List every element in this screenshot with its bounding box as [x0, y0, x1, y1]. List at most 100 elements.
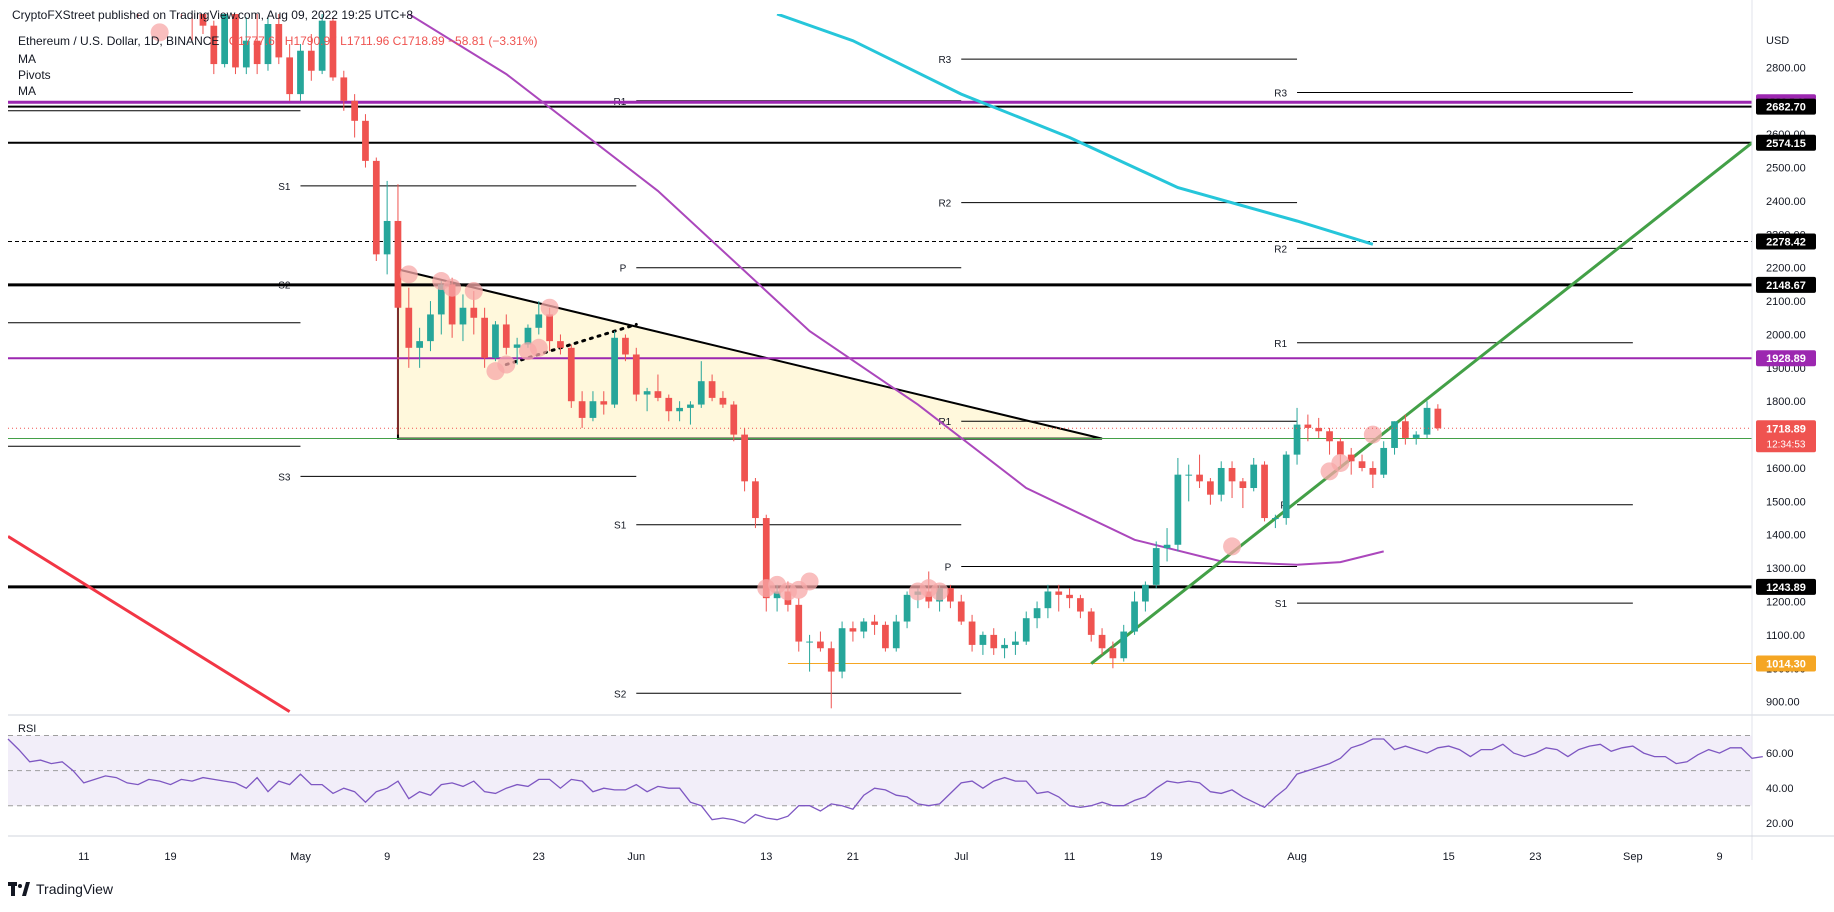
candle-body	[188, 14, 196, 15]
candle-body	[557, 341, 564, 348]
highlight-marker	[443, 278, 462, 297]
candle-body	[524, 327, 532, 345]
price-pane-content: S1S2S3R1PS1S2R3R2R1PR3R2R1PS1	[8, 0, 1752, 713]
candle	[1044, 584, 1052, 619]
candle-body	[286, 57, 293, 95]
candle	[286, 44, 293, 101]
candle	[1022, 611, 1030, 645]
candle-body	[567, 347, 575, 402]
candle	[275, 14, 283, 65]
highlight-marker	[930, 582, 949, 601]
time-tick-label: Aug	[1287, 851, 1307, 863]
candle-body	[806, 641, 813, 643]
candle-body	[383, 220, 391, 255]
candle	[697, 361, 705, 408]
time-tick-label: Sep	[1623, 851, 1643, 863]
candle-body	[1217, 467, 1225, 495]
moving-average-line	[406, 14, 1384, 566]
candle-body	[351, 100, 358, 121]
price-pane	[8, 14, 1752, 715]
price-tick-label: 1300.00	[1766, 563, 1806, 575]
time-tick-label: Jul	[954, 851, 968, 863]
candle-body	[546, 314, 553, 342]
price-level-tag: 1014.30	[1756, 655, 1816, 672]
highlight-marker	[800, 572, 819, 591]
candle	[351, 94, 358, 138]
candle-body	[632, 354, 640, 395]
price-tick-label: 2100.00	[1766, 296, 1806, 308]
publisher-caption: CryptoFXStreet published on TradingView.…	[12, 8, 414, 22]
price-level-tag-label: 2278.42	[1766, 237, 1806, 249]
candle-body	[178, 0, 185, 4]
price-tick-label: 2500.00	[1766, 163, 1806, 175]
candle-body	[741, 434, 748, 482]
price-tick-label: 1100.00	[1766, 630, 1805, 642]
price-level-tag: 2148.67	[1756, 276, 1816, 293]
pivot-label: S1	[1275, 599, 1288, 610]
candle	[654, 374, 662, 402]
price-level-tag-bg	[1756, 134, 1816, 151]
candle-body	[1326, 431, 1333, 442]
candle	[643, 387, 651, 412]
candle	[264, 17, 272, 71]
indicator-ma-2[interactable]: MA	[18, 84, 36, 98]
candle-body	[535, 314, 543, 328]
candle	[589, 391, 597, 422]
candle-body	[773, 591, 781, 599]
candle-body	[1185, 474, 1193, 476]
time-tick-label: 11	[1064, 851, 1075, 863]
price-tick-label: 1500.00	[1766, 496, 1806, 508]
pivot-label: R3	[1274, 88, 1287, 99]
tradingview-mark-icon	[8, 882, 30, 896]
indicator-ma-1[interactable]: MA	[18, 52, 36, 66]
candle-body	[1380, 447, 1388, 475]
highlight-marker	[529, 338, 548, 357]
candle-body	[1109, 648, 1117, 659]
candle	[210, 20, 218, 75]
highlight-marker	[150, 23, 169, 42]
symbol-name[interactable]: Ethereum / U.S. Dollar, 1D, BINANCE	[18, 34, 220, 48]
candle	[372, 157, 380, 262]
candle-body	[622, 337, 629, 355]
rsi-label: RSI	[18, 723, 36, 735]
price-tick-label: 2400.00	[1766, 196, 1806, 208]
candle-body	[481, 317, 488, 358]
price-tick-label: 1800.00	[1766, 396, 1806, 408]
candle	[1347, 447, 1355, 475]
highlight-marker	[540, 298, 559, 317]
candle	[632, 347, 640, 402]
symbol-legend: Ethereum / U.S. Dollar, 1D, BINANCE O177…	[18, 34, 537, 48]
candle-body	[827, 648, 835, 672]
candle	[340, 70, 348, 111]
candle-body	[1304, 424, 1312, 428]
candle-body	[275, 24, 283, 58]
candle	[362, 114, 369, 168]
candle-body	[578, 401, 586, 418]
candle	[719, 391, 727, 408]
indicator-pivots[interactable]: Pivots	[18, 68, 51, 82]
candle-body	[1423, 407, 1431, 435]
candle-body	[1001, 644, 1008, 649]
candle	[1239, 477, 1247, 509]
candle	[795, 598, 803, 652]
candle	[741, 427, 748, 492]
price-tick-label: 1600.00	[1766, 463, 1806, 475]
highlight-marker	[1363, 425, 1382, 444]
candle	[849, 621, 857, 642]
candle	[513, 337, 521, 365]
price-level-tag: 1243.89	[1756, 578, 1816, 595]
price-level-tag: 2682.70	[1756, 98, 1816, 115]
tradingview-logo[interactable]: TradingView	[8, 881, 113, 897]
candle-body	[1293, 424, 1301, 455]
candle-body	[1207, 481, 1214, 495]
candle-body	[968, 621, 976, 645]
candle	[557, 334, 564, 355]
candle	[871, 614, 878, 635]
candle-body	[947, 588, 954, 602]
candle-body	[340, 77, 348, 101]
candle	[622, 334, 629, 362]
candle-body	[654, 391, 662, 398]
highlight-marker	[1331, 453, 1350, 472]
price-tick-label: 900.00	[1766, 697, 1800, 709]
